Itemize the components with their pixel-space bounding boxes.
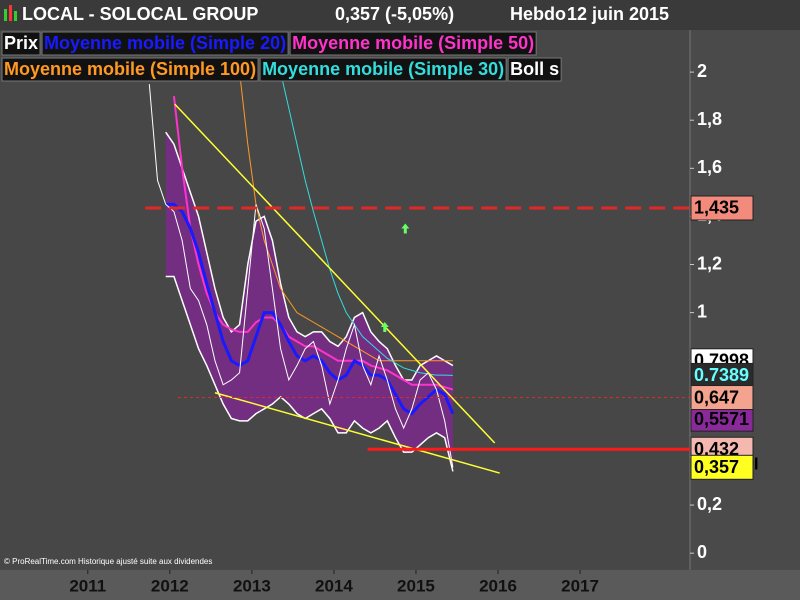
date: 12 juin 2015 [567, 4, 669, 24]
period: Hebdo [510, 4, 566, 24]
x-tick-label: 2014 [315, 576, 353, 595]
legend-entry: Moyenne mobile (Simple 30) [262, 59, 504, 79]
x-tick-label: 2012 [151, 576, 189, 595]
quote: 0,357 (-5,05%) [335, 4, 454, 24]
marker-label: 0.7389 [694, 365, 749, 385]
legend-entry: Moyenne mobile (Simple 50) [292, 33, 534, 53]
y-tick-label: 2 [697, 61, 707, 81]
series-line [165, 202, 455, 416]
legend-entry: Moyenne mobile (Simple 20) [44, 33, 286, 53]
series-line [230, 59, 453, 362]
chart-title: LOCAL - SOLOCAL GROUP [22, 4, 258, 24]
x-axis-panel [0, 570, 800, 600]
legend: Prix Moyenne mobile (Simple 20) Moyenne mo… [1, 31, 562, 82]
series-line [148, 84, 454, 468]
series-line [172, 96, 454, 391]
legend-box [259, 57, 507, 82]
x-tick-label: 2013 [233, 576, 271, 595]
y-tick-label: 1,6 [697, 157, 722, 177]
legend-entry: Moyenne mobile (Simple 100) [4, 59, 256, 79]
plot-area [0, 30, 690, 570]
level-label: 0,647 [694, 387, 739, 407]
legend-box [1, 57, 259, 82]
x-tick-label: 2016 [479, 576, 517, 595]
signal-arrow [401, 223, 410, 234]
header-icon [4, 5, 17, 21]
legend-box [289, 31, 537, 56]
y-tick-label: 0,2 [697, 494, 722, 514]
series-line [280, 71, 453, 376]
plot [145, 59, 690, 474]
signal-arrow [380, 322, 389, 333]
legend-box [41, 31, 289, 56]
y-tick-label: 1 [697, 301, 707, 321]
level-box [690, 385, 754, 411]
y-tick-label: 0 [697, 542, 707, 562]
y-axis-panel [690, 30, 800, 570]
level-box [690, 195, 754, 221]
marker-box [690, 454, 754, 480]
x-tick-label: 2011 [69, 576, 106, 595]
legend-entry: Prix [4, 33, 38, 53]
trendline [214, 392, 500, 474]
level-label: 0,432 [694, 439, 739, 459]
legend-entry: Boll s [510, 59, 559, 79]
trendline [174, 103, 496, 444]
level-label: 1,435 [694, 198, 739, 218]
marker-label: 0,357 [694, 457, 739, 477]
legend-box [1, 31, 41, 56]
x-tick-label: 2017 [561, 576, 599, 595]
header-bar [0, 0, 800, 30]
x-tick-label: 2015 [397, 576, 435, 595]
bollinger-fill [165, 132, 453, 472]
axes: 00,20,40,60,811,21,41,61,822011201220132… [69, 61, 758, 596]
legend-box [507, 57, 562, 82]
footnote: © ProRealTime.com Historique ajusté suit… [4, 557, 212, 566]
marker-label: 0,5571 [694, 409, 749, 429]
marker-box [690, 362, 754, 388]
bollinger-lower [165, 275, 454, 472]
y-tick-label: 1,8 [697, 109, 722, 129]
marker-box [690, 406, 754, 432]
y-tick-label: 1,2 [697, 253, 722, 273]
